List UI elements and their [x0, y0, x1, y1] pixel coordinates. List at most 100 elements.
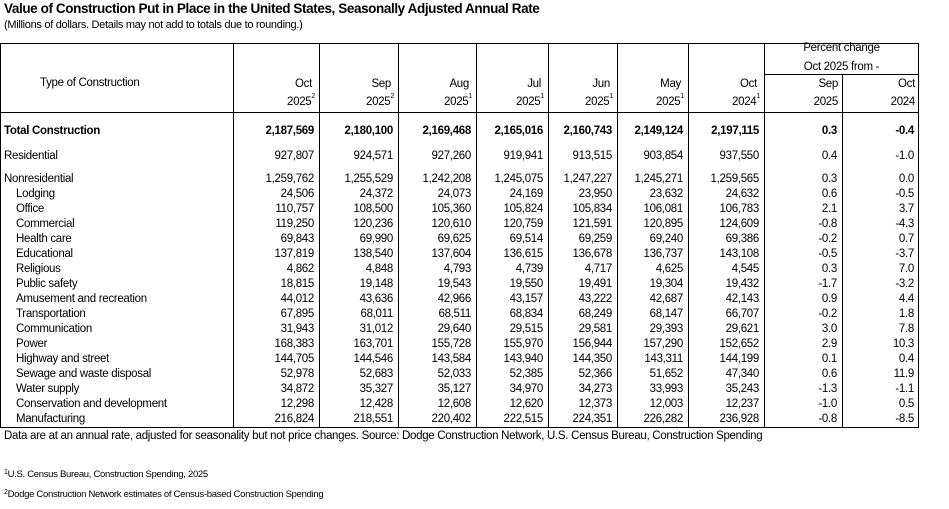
table-cell: 124,609 — [719, 218, 760, 230]
table-cell: 913,515 — [572, 150, 613, 162]
row-label: Health care — [16, 233, 72, 245]
table-cell: 3.0 — [821, 323, 837, 335]
table-cell: 143,108 — [719, 248, 760, 260]
column-header-month: May — [660, 78, 681, 90]
table-cell: 106,081 — [643, 203, 684, 215]
table-cell: 1,245,075 — [494, 173, 544, 185]
table-cell: 23,632 — [649, 188, 684, 200]
table-cell: 136,615 — [503, 248, 544, 260]
column-header-year: 20252 — [319, 93, 394, 111]
table-cell: 924,571 — [353, 150, 394, 162]
row-label: Lodging — [16, 188, 55, 200]
table-cell: 927,807 — [274, 150, 315, 162]
table-cell: 19,543 — [437, 278, 472, 290]
table-cell: 216,824 — [274, 413, 315, 425]
table-cell: 1,247,227 — [563, 173, 613, 185]
table-cell: 120,759 — [503, 218, 544, 230]
table-cell: 24,372 — [359, 188, 394, 200]
table-cell: 10.3 — [892, 338, 914, 350]
table-cell: 42,143 — [725, 293, 760, 305]
table-cell: 69,386 — [725, 233, 760, 245]
table-cell: -0.5 — [818, 248, 837, 260]
table-cell: 12,237 — [725, 398, 760, 410]
table-cell: 12,298 — [280, 398, 315, 410]
table-cell: 66,707 — [725, 308, 760, 320]
table-cell: 2,169,468 — [422, 125, 472, 137]
table-cell: 4,545 — [731, 263, 760, 275]
table-cell: 2,165,016 — [494, 125, 544, 137]
table-cell: 1.8 — [898, 308, 914, 320]
table-cell: 136,737 — [643, 248, 684, 260]
table-cell: 224,351 — [572, 413, 613, 425]
column-header-year-text: 2025 — [366, 96, 391, 108]
footnote-1: 1U.S. Census Bureau, Construction Spendi… — [4, 469, 208, 480]
column-header-month: Aug — [449, 78, 469, 90]
table-cell: 19,148 — [359, 278, 394, 290]
header-divider — [1, 112, 918, 113]
column-divider — [319, 44, 320, 427]
table-cell: -0.4 — [895, 125, 914, 137]
table-cell: 1,255,529 — [344, 173, 394, 185]
row-label: Communication — [16, 323, 92, 335]
table-cell: 43,157 — [509, 293, 544, 305]
row-label: Highway and street — [16, 353, 110, 365]
column-header-year: 20251 — [398, 93, 472, 111]
table-cell: 144,705 — [274, 353, 315, 365]
table-cell: 52,385 — [509, 368, 544, 380]
column-divider — [548, 44, 549, 427]
row-label: Conservation and development — [16, 398, 167, 410]
table-cell: 69,240 — [649, 233, 684, 245]
table-cell: 35,327 — [359, 383, 394, 395]
table-cell: 0.9 — [821, 293, 837, 305]
table-cell: 0.6 — [821, 188, 837, 200]
table-cell: 7.8 — [898, 323, 914, 335]
column-header-year-text: 2025 — [585, 96, 610, 108]
column-header-month: Oct — [898, 78, 915, 90]
column-divider — [617, 44, 618, 427]
table-cell: -0.5 — [895, 188, 914, 200]
table-cell: 12,428 — [359, 398, 394, 410]
table-cell: 19,304 — [649, 278, 684, 290]
table-cell: 4,739 — [515, 263, 544, 275]
table-cell: 903,854 — [643, 150, 684, 162]
table-cell: 222,515 — [503, 413, 544, 425]
table-cell: 0.3 — [821, 125, 837, 137]
table-cell: 144,350 — [572, 353, 613, 365]
row-label: Nonresidential — [4, 173, 74, 185]
table-cell: 4,717 — [584, 263, 613, 275]
column-header-month: Sep — [818, 78, 838, 90]
table-cell: 927,260 — [431, 150, 472, 162]
column-header: Sep 20252 — [319, 75, 394, 111]
column-header-year-text: 2025 — [287, 96, 312, 108]
column-header: Jun 20251 — [548, 75, 613, 111]
table-cell: 42,966 — [437, 293, 472, 305]
column-header-year: 20241 — [688, 93, 760, 111]
table-cell: 67,895 — [280, 308, 315, 320]
table-cell: 4.4 — [898, 293, 914, 305]
table-cell: 105,824 — [503, 203, 544, 215]
column-header-year: 2024 — [842, 93, 916, 111]
table-cell: 18,815 — [280, 278, 315, 290]
column-header: Jul 20251 — [476, 75, 544, 111]
table-cell: -3.7 — [895, 248, 914, 260]
column-header-footnote-mark: 1 — [756, 93, 760, 100]
table-cell: 2,149,124 — [634, 125, 684, 137]
table-cell: 0.5 — [898, 398, 914, 410]
table-cell: 218,551 — [353, 413, 394, 425]
column-header: Sep 2025 — [764, 75, 839, 111]
table-cell: 31,012 — [359, 323, 394, 335]
column-header-year-text: 2024 — [732, 96, 757, 108]
table-cell: 2,187,569 — [265, 125, 315, 137]
table-cell: 69,625 — [437, 233, 472, 245]
table-cell: 24,169 — [509, 188, 544, 200]
row-label: Power — [16, 338, 48, 350]
table-cell: 1,259,565 — [710, 173, 760, 185]
table-cell: 68,834 — [509, 308, 544, 320]
table-cell: 44,012 — [280, 293, 315, 305]
footnote-mark: 1 — [4, 469, 8, 476]
table-cell: 24,632 — [725, 188, 760, 200]
table-cell: 69,990 — [359, 233, 394, 245]
table-cell: 168,383 — [274, 338, 315, 350]
column-header-year: 20251 — [617, 93, 684, 111]
table-cell: 137,819 — [274, 248, 315, 260]
